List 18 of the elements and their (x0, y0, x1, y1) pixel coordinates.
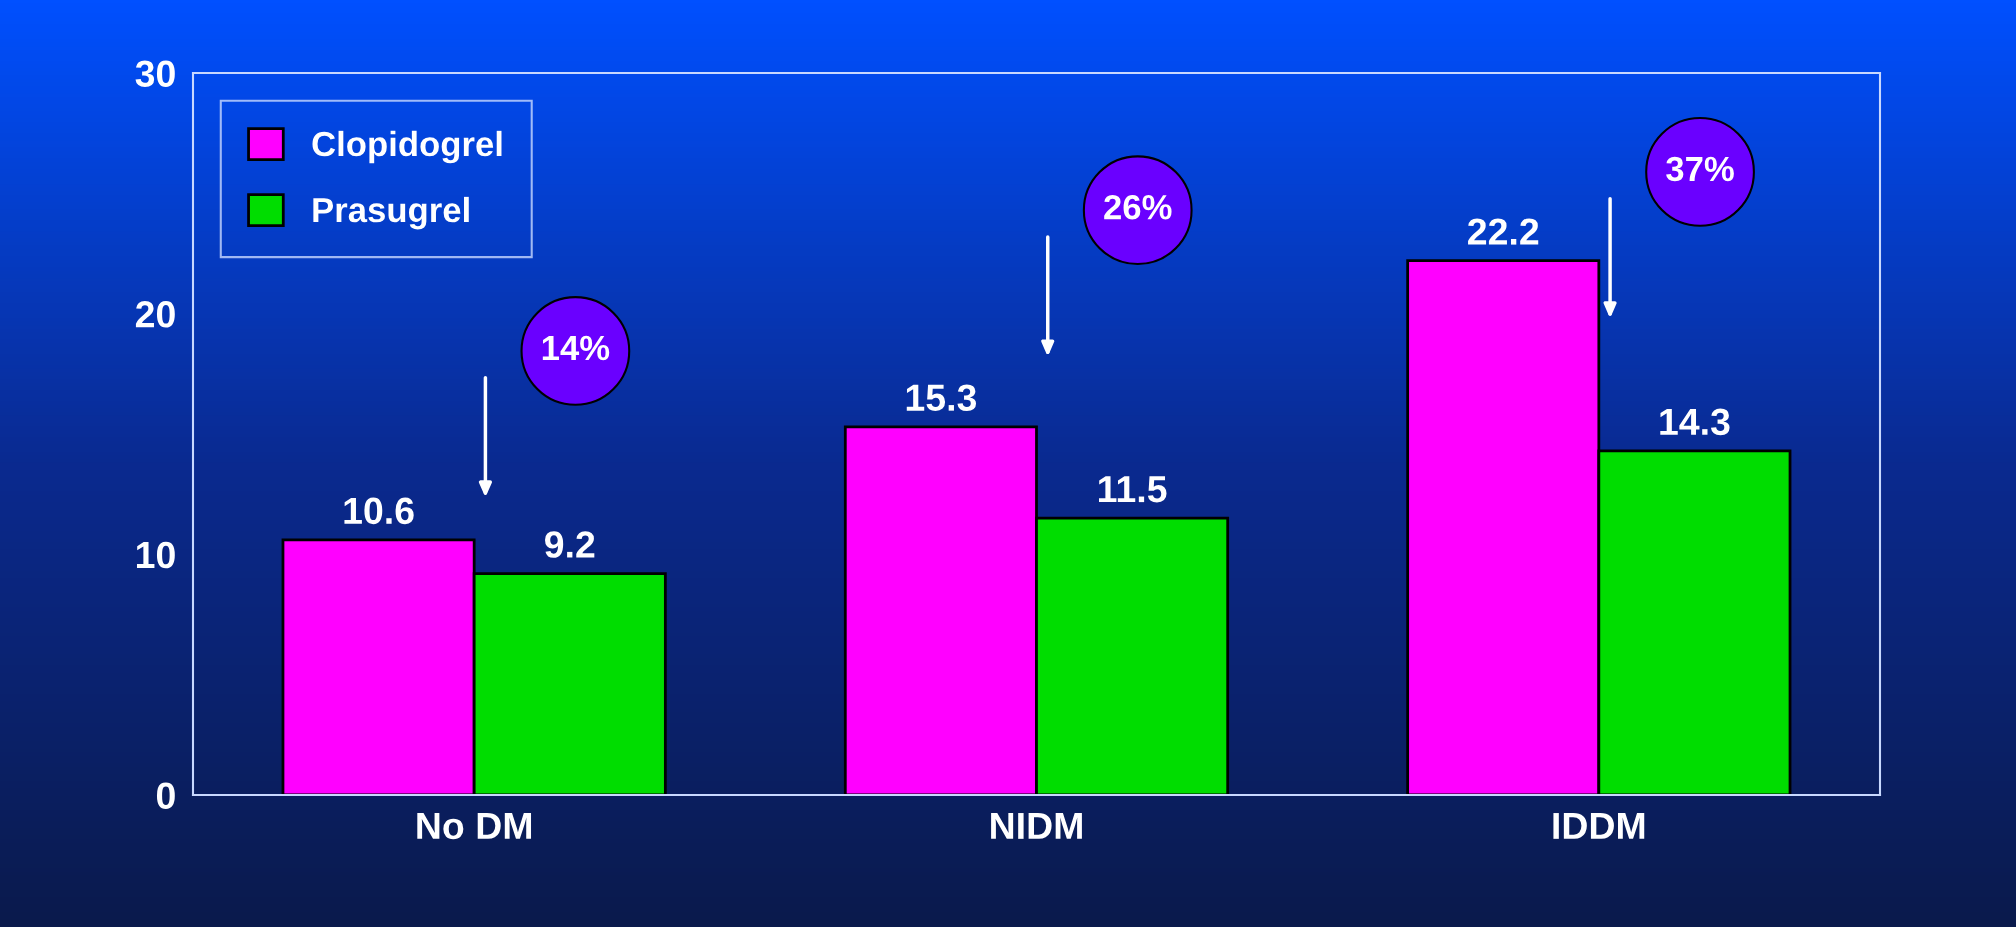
data-label: 10.6 (344, 497, 414, 525)
y-tick-label: 0 (156, 782, 175, 809)
y-tick-label: 20 (135, 301, 175, 328)
x-tick-label: NIDM (991, 813, 1082, 839)
data-label: 9.2 (545, 531, 595, 558)
x-tick-label: IDDM (1553, 813, 1645, 839)
annotation: 14% (542, 335, 610, 361)
data-label: 14.3 (1660, 408, 1730, 436)
annotation: 26% (1104, 194, 1172, 220)
x-tick-label: No DM (417, 813, 532, 840)
data-label: 11.5 (1099, 476, 1167, 503)
y-tick-label: 30 (135, 60, 175, 88)
y-tick-label: 10 (136, 541, 175, 569)
data-label: 15.3 (906, 384, 977, 412)
legend-label: Clopidogrel (312, 130, 502, 164)
data-label: 22.2 (1468, 218, 1539, 245)
legend-label: Prasugrel (313, 196, 469, 230)
annotation: 37% (1666, 156, 1734, 182)
